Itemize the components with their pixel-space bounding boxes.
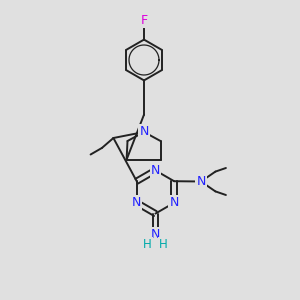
Text: H: H [143,238,152,251]
Text: N: N [151,228,160,241]
Text: F: F [140,14,148,28]
Text: H: H [159,238,168,251]
Text: N: N [196,175,206,188]
Text: N: N [139,125,149,139]
Text: N: N [169,196,179,209]
Text: N: N [132,196,141,209]
Text: N: N [151,164,160,177]
